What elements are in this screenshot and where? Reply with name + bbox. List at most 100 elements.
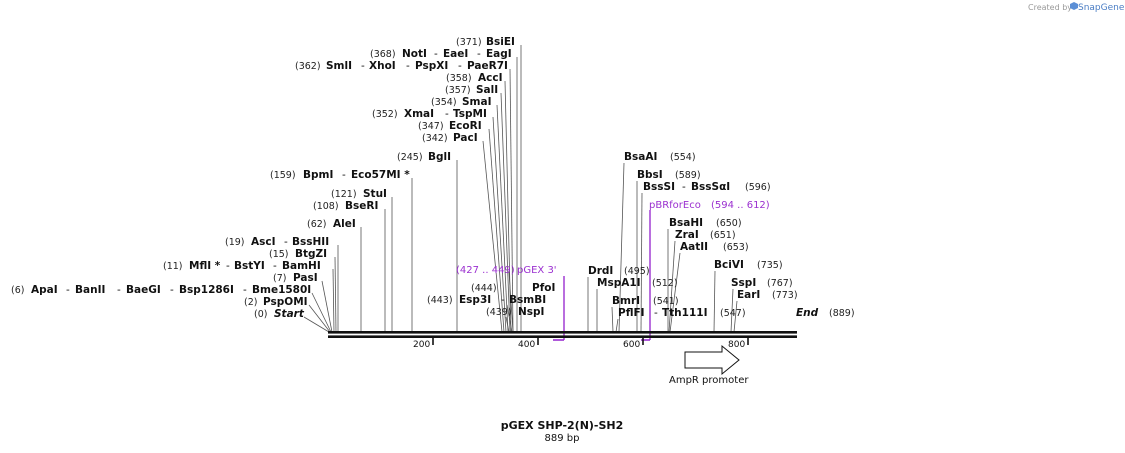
cut-line-653 [669, 252, 681, 333]
ruler-label-200: 200 [413, 340, 430, 350]
enzyme-noti[interactable]: NotI [402, 48, 427, 60]
svg-text:-: - [477, 48, 481, 60]
enzyme-pasi[interactable]: PasI [293, 272, 318, 284]
primer-pgex3[interactable] [553, 276, 565, 341]
enzyme-bsmbi[interactable]: BsmBI [509, 294, 546, 306]
enzyme-paci[interactable]: PacI [453, 132, 478, 144]
site-pos-108: (108) [313, 201, 339, 212]
primer-pbrforeco-name: pBRforEco [649, 200, 701, 211]
svg-text:-: - [682, 181, 686, 193]
sequence-start[interactable]: Start [274, 308, 305, 320]
enzyme-bgli[interactable]: BglI [428, 151, 451, 163]
enzyme-pspomi[interactable]: PspOMI [263, 296, 308, 308]
enzyme-bsp1286i[interactable]: Bsp1286I [179, 284, 234, 296]
enzyme-xmai[interactable]: XmaI [404, 108, 434, 120]
ruler-label-400: 400 [518, 340, 535, 350]
enzyme-bsssai[interactable]: BssSαI [691, 181, 730, 193]
enzyme-ecori[interactable]: EcoRI [449, 120, 482, 132]
enzyme-tth111i[interactable]: Tth111I [662, 307, 707, 319]
site-pos-362: (362) [295, 61, 321, 72]
enzyme-bmri[interactable]: BmrI [612, 295, 640, 307]
enzyme-eari[interactable]: EarI [737, 289, 760, 301]
cut-line-6 [311, 292, 332, 333]
cut-line-0 [303, 316, 330, 333]
cut-site-lines-right [587, 162, 738, 333]
cut-line-347 [488, 128, 505, 333]
site-pos-2: (2) [244, 297, 257, 308]
site-pos-347: (347) [418, 121, 444, 132]
enzyme-aatii[interactable]: AatII [680, 241, 708, 253]
enzyme-apai[interactable]: ApaI [31, 284, 58, 296]
primer-pbrforeco-pos: (594 .. 612) [711, 200, 770, 211]
enzyme-pspxi[interactable]: PspXI [415, 60, 448, 72]
enzyme-bstyi[interactable]: BstYI [234, 260, 265, 272]
enzyme-sali[interactable]: SalI [476, 84, 498, 96]
enzyme-eaei[interactable]: EaeI [443, 48, 468, 60]
ruler [432, 338, 749, 345]
enzyme-bamhi[interactable]: BamHI [282, 260, 321, 272]
enzyme-bsaai[interactable]: BsaAI [624, 151, 657, 163]
enzyme-btgzi[interactable]: BtgZI [295, 248, 327, 260]
enzyme-baegi[interactable]: BaeGI [126, 284, 161, 296]
enzyme-bcivi[interactable]: BciVI [714, 259, 744, 271]
enzyme-bbsi[interactable]: BbsI [637, 169, 663, 181]
enzyme-asci[interactable]: AscI [251, 236, 276, 248]
site-pos-653: (653) [723, 242, 749, 253]
cut-line-773 [733, 300, 738, 333]
enzyme-bpmi[interactable]: BpmI [303, 169, 333, 181]
site-pos-444: (444) [471, 283, 497, 294]
cut-line-439 [505, 316, 510, 333]
enzyme-sspi[interactable]: SspI [731, 277, 756, 289]
enzyme-bseri[interactable]: BseRI [345, 200, 378, 212]
site-pos-19: (19) [225, 237, 245, 248]
enzyme-paer7i[interactable]: PaeR7I [467, 60, 508, 72]
enzyme-pflfi[interactable]: PflFI [618, 307, 645, 319]
svg-text:-: - [226, 260, 230, 272]
cut-line-547 [615, 318, 619, 333]
enzyme-stui[interactable]: StuI [363, 188, 387, 200]
svg-text:-: - [654, 307, 658, 319]
ampr-promoter-arrow[interactable] [684, 344, 740, 376]
enzyme-drdi[interactable]: DrdI [588, 265, 613, 277]
enzyme-banii[interactable]: BanII [75, 284, 105, 296]
enzyme-xhoi[interactable]: XhoI [369, 60, 396, 72]
sequence-end[interactable]: End [796, 307, 819, 319]
enzyme-eagi[interactable]: EagI [486, 48, 512, 60]
site-pos-159: (159) [270, 170, 296, 181]
enzyme-eco57mi[interactable]: Eco57MI * [351, 169, 410, 181]
site-pos-554: (554) [670, 152, 696, 163]
site-pos-589: (589) [675, 170, 701, 181]
enzyme-smli[interactable]: SmlI [326, 60, 352, 72]
svg-text:-: - [66, 284, 70, 296]
enzyme-bsiei[interactable]: BsiEI [486, 36, 515, 48]
enzyme-esp3i[interactable]: Esp3I [459, 294, 491, 306]
svg-text:-: - [342, 169, 346, 181]
svg-text:-: - [501, 294, 505, 306]
enzyme-bsahi[interactable]: BsaHI [669, 217, 703, 229]
cut-line-767 [730, 288, 734, 333]
enzyme-zrai[interactable]: ZraI [675, 229, 699, 241]
enzyme-bme1580i[interactable]: Bme1580I [252, 284, 311, 296]
enzyme-pfoi[interactable]: PfoI [532, 282, 555, 294]
site-pos-6: (6) [11, 285, 24, 296]
cut-line-362 [509, 68, 514, 333]
site-pos-596: (596) [745, 182, 771, 193]
enzyme-alei[interactable]: AleI [333, 218, 356, 230]
enzyme-acci[interactable]: AccI [478, 72, 502, 84]
primer-pgex3-name: pGEX 3' [517, 265, 557, 276]
svg-text:-: - [273, 260, 277, 272]
site-pos-773: (773) [772, 290, 798, 301]
enzyme-bsssi[interactable]: BssSI [643, 181, 675, 193]
site-pos-358: (358) [446, 73, 472, 84]
enzyme-bsshii[interactable]: BssHII [292, 236, 329, 248]
enzyme-smai[interactable]: SmaI [462, 96, 492, 108]
enzyme-mfli[interactable]: MflI * [189, 260, 221, 272]
cut-line-15 [334, 256, 337, 333]
enzyme-mspa1i[interactable]: MspA1I [597, 277, 641, 289]
enzyme-tspmi[interactable]: TspMI [453, 108, 487, 120]
cut-line-443 [506, 304, 513, 333]
site-pos-735: (735) [757, 260, 783, 271]
enzyme-nspi[interactable]: NspI [518, 306, 544, 318]
site-pos-650: (650) [716, 218, 742, 229]
